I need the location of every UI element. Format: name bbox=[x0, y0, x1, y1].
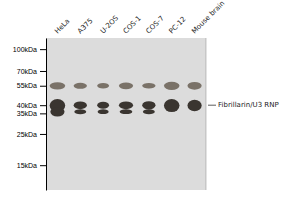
band bbox=[74, 109, 86, 114]
tick-mark bbox=[40, 134, 46, 135]
separator bbox=[206, 38, 207, 190]
band bbox=[142, 101, 155, 109]
sample-label: HeLa bbox=[53, 17, 71, 35]
blot-background bbox=[46, 38, 206, 190]
sample-labels: HeLa A375 U-2OSCOS-1COS-7PC-12Mouse brain bbox=[53, 0, 226, 35]
bands bbox=[50, 82, 202, 117]
band bbox=[50, 107, 64, 116]
sample-label: A375 bbox=[76, 17, 94, 35]
sample-label: PC-12 bbox=[167, 15, 187, 35]
band bbox=[74, 83, 87, 89]
tick: 40kDa bbox=[17, 102, 46, 109]
tick-label: 70kDa bbox=[17, 68, 37, 75]
band bbox=[119, 101, 133, 109]
tick: 55kDa bbox=[17, 82, 46, 89]
band bbox=[119, 82, 133, 89]
axis-line bbox=[46, 39, 47, 191]
sample-label: COS-1 bbox=[122, 14, 143, 35]
sample-label: Mouse brain bbox=[190, 0, 226, 35]
tick-mark bbox=[40, 165, 46, 166]
tick: 25kDa bbox=[17, 131, 46, 138]
band bbox=[74, 101, 87, 109]
tick-label: 15kDa bbox=[17, 162, 37, 169]
band bbox=[143, 109, 155, 114]
tick-mark bbox=[40, 71, 46, 72]
band bbox=[120, 109, 133, 114]
band bbox=[142, 83, 155, 89]
annotation-line bbox=[208, 105, 216, 106]
tick-label: 55kDa bbox=[17, 82, 37, 89]
tick: 100kDa bbox=[13, 46, 46, 53]
tick-label: 100kDa bbox=[13, 46, 37, 53]
y-axis: 100kDa 70kDa 55kDa 40kDa35kDa 25kDa 15kDa bbox=[13, 39, 47, 191]
tick: 15kDa bbox=[17, 162, 46, 169]
band bbox=[97, 102, 109, 109]
band bbox=[187, 100, 201, 112]
plot: 100kDa 70kDa 55kDa 40kDa35kDa 25kDa 15kDa HeLa… bbox=[13, 0, 279, 190]
tick: 35kDa bbox=[17, 110, 46, 117]
tick-mark bbox=[40, 49, 46, 50]
tick: 70kDa bbox=[17, 68, 46, 75]
band bbox=[164, 99, 180, 112]
band bbox=[97, 83, 109, 89]
tick-label: 35kDa bbox=[17, 110, 37, 117]
tick-mark bbox=[40, 105, 46, 106]
band bbox=[50, 82, 66, 89]
tick-mark bbox=[40, 113, 46, 114]
sample-label: U-2OS bbox=[99, 14, 121, 36]
band bbox=[98, 109, 109, 114]
annotation: Fibrillarin/U3 RNP bbox=[218, 101, 279, 109]
tick-label: 40kDa bbox=[17, 102, 37, 109]
sample-label: COS-7 bbox=[145, 14, 166, 35]
chart: 100kDa 70kDa 55kDa 40kDa35kDa 25kDa 15kDa HeLa… bbox=[0, 0, 300, 200]
band bbox=[164, 82, 180, 90]
tick-label: 25kDa bbox=[17, 131, 37, 138]
tick-mark bbox=[40, 86, 46, 87]
band bbox=[187, 82, 201, 90]
